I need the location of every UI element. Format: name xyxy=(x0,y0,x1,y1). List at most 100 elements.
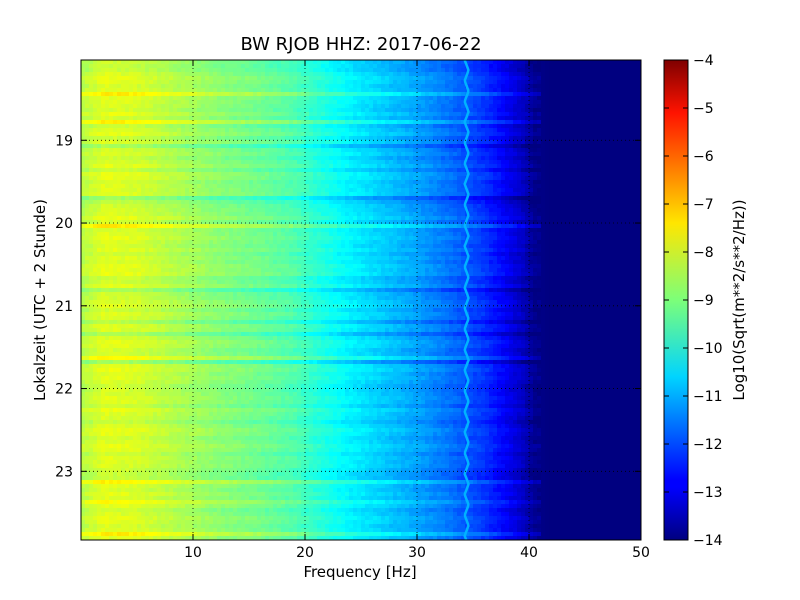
heatmap-cell xyxy=(553,104,558,109)
heatmap-cell xyxy=(481,144,486,149)
heatmap-cell xyxy=(577,160,582,165)
heatmap-cell xyxy=(449,92,454,97)
heatmap-cell xyxy=(381,156,386,161)
heatmap-cell xyxy=(369,156,374,161)
heatmap-cell xyxy=(473,72,478,77)
heatmap-cell xyxy=(129,164,134,169)
heatmap-cell xyxy=(305,68,310,73)
heatmap-cell xyxy=(529,116,534,121)
heatmap-cell xyxy=(485,140,490,145)
heatmap-cell xyxy=(425,124,430,129)
heatmap-cell xyxy=(217,172,222,177)
heatmap-cell xyxy=(117,140,122,145)
heatmap-cell xyxy=(249,120,254,125)
heatmap-cell xyxy=(513,148,518,153)
heatmap-cell xyxy=(333,76,338,81)
heatmap-cell xyxy=(437,160,442,165)
heatmap-cell xyxy=(317,60,322,65)
heatmap-cell xyxy=(585,120,590,125)
heatmap-cell xyxy=(89,64,94,69)
heatmap-cell xyxy=(333,88,338,93)
heatmap-cell xyxy=(193,180,198,185)
heatmap-cell xyxy=(173,76,178,81)
heatmap-cell xyxy=(133,172,138,177)
heatmap-cell xyxy=(617,84,622,89)
heatmap-cell xyxy=(377,188,382,193)
heatmap-cell xyxy=(109,96,114,101)
heatmap-cell xyxy=(509,148,514,153)
heatmap-cell xyxy=(529,144,534,149)
heatmap-cell xyxy=(393,160,398,165)
heatmap-cell xyxy=(309,124,314,129)
heatmap-cell xyxy=(381,76,386,81)
heatmap-cell xyxy=(421,88,426,93)
heatmap-cell xyxy=(553,140,558,145)
heatmap-cell xyxy=(469,112,474,117)
heatmap-cell xyxy=(353,168,358,173)
heatmap-cell xyxy=(453,116,458,121)
heatmap-cell xyxy=(321,100,326,105)
heatmap-cell xyxy=(597,196,602,201)
heatmap-cell xyxy=(129,100,134,105)
heatmap-cell xyxy=(93,152,98,157)
heatmap-cell xyxy=(445,176,450,181)
heatmap-cell xyxy=(145,72,150,77)
heatmap-cell xyxy=(605,128,610,133)
heatmap-cell xyxy=(333,112,338,117)
heatmap-cell xyxy=(285,188,290,193)
heatmap-cell xyxy=(125,96,130,101)
heatmap-cell xyxy=(381,84,386,89)
heatmap-cell xyxy=(329,84,334,89)
heatmap-cell xyxy=(481,168,486,173)
heatmap-cell xyxy=(89,128,94,133)
heatmap-cell xyxy=(245,180,250,185)
heatmap-cell xyxy=(545,192,550,197)
heatmap-cell xyxy=(605,192,610,197)
heatmap-cell xyxy=(397,184,402,189)
heatmap-cell xyxy=(125,100,130,105)
heatmap-cell xyxy=(453,176,458,181)
heatmap-cell xyxy=(97,72,102,77)
heatmap-cell xyxy=(313,160,318,165)
heatmap-cell xyxy=(141,68,146,73)
heatmap-cell xyxy=(137,184,142,189)
heatmap-cell xyxy=(133,144,138,149)
heatmap-cell xyxy=(325,112,330,117)
heatmap-cell xyxy=(277,168,282,173)
heatmap-cell xyxy=(581,140,586,145)
heatmap-cell xyxy=(517,96,522,101)
heatmap-cell xyxy=(421,180,426,185)
heatmap-cell xyxy=(225,68,230,73)
heatmap-cell xyxy=(349,176,354,181)
heatmap-cell xyxy=(285,96,290,101)
heatmap-cell xyxy=(289,104,294,109)
heatmap-cell xyxy=(269,188,274,193)
heatmap-cell xyxy=(329,120,334,125)
heatmap-cell xyxy=(173,72,178,77)
heatmap-cell xyxy=(557,80,562,85)
heatmap-cell xyxy=(361,148,366,153)
heatmap-cell xyxy=(377,64,382,69)
heatmap-cell xyxy=(489,192,494,197)
heatmap-cell xyxy=(221,104,226,109)
plot-area: 10 20 30 40 50 1920212223 xyxy=(55,60,650,561)
heatmap-cell xyxy=(313,100,318,105)
heatmap-cell xyxy=(85,68,90,73)
heatmap-cell xyxy=(545,148,550,153)
heatmap-cell xyxy=(533,196,538,201)
heatmap-cell xyxy=(165,120,170,125)
heatmap-cell xyxy=(105,120,110,125)
heatmap-cell xyxy=(617,100,622,105)
heatmap-cell xyxy=(225,96,230,101)
heatmap-cell xyxy=(549,60,554,65)
heatmap-cell xyxy=(121,100,126,105)
heatmap-cell xyxy=(101,132,106,137)
heatmap-cell xyxy=(185,140,190,145)
heatmap-cell xyxy=(221,92,226,97)
heatmap-cell xyxy=(293,164,298,169)
heatmap-cell xyxy=(101,140,106,145)
heatmap-cell xyxy=(145,180,150,185)
heatmap-cell xyxy=(393,72,398,77)
heatmap-cell xyxy=(621,72,626,77)
heatmap-cell xyxy=(513,112,518,117)
